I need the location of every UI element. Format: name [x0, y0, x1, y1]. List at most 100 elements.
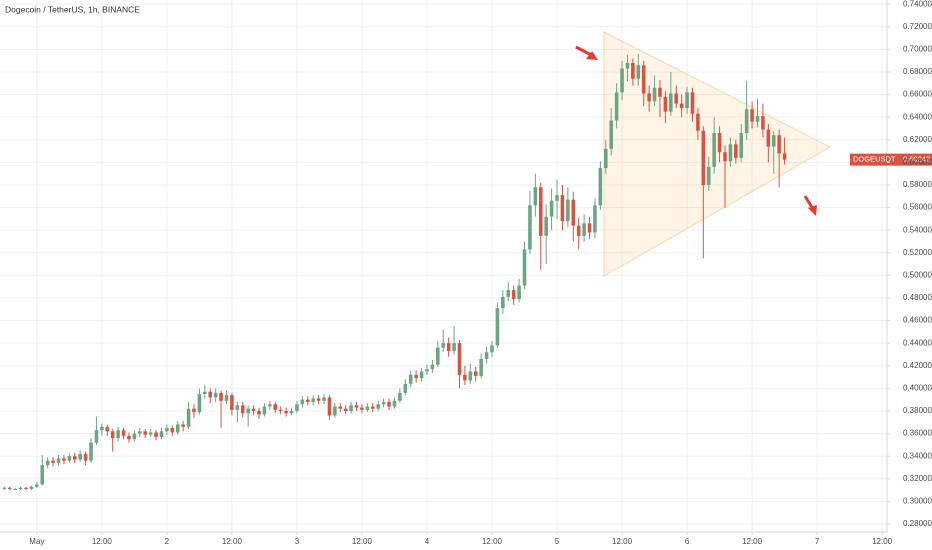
- candle-body: [78, 453, 82, 460]
- candle-body: [7, 487, 12, 489]
- candle-body: [690, 92, 695, 114]
- candle-body: [322, 397, 326, 401]
- candle-body: [284, 410, 288, 414]
- x-tick-label: 12:00: [92, 537, 113, 546]
- candle-body: [425, 369, 429, 372]
- candle-body: [560, 195, 565, 222]
- grid: [0, 0, 887, 532]
- y-tick-label: 0.70000: [903, 44, 932, 53]
- candle-body: [712, 133, 716, 167]
- candle-body: [116, 430, 120, 439]
- candle-body: [674, 93, 679, 104]
- candle-body: [56, 458, 61, 463]
- candle-body: [609, 120, 613, 149]
- y-tick-label: 0.62000: [903, 135, 932, 144]
- y-tick-label: 0.44000: [903, 338, 932, 347]
- y-tick-label: 0.50000: [903, 270, 932, 279]
- candle-body: [761, 116, 765, 130]
- candle-body: [181, 424, 185, 427]
- candle-body: [40, 465, 45, 485]
- candle-body: [506, 290, 511, 297]
- candle-body: [72, 456, 77, 460]
- candle-body: [327, 397, 332, 416]
- candle-body: [587, 223, 592, 233]
- candle-body: [208, 391, 213, 398]
- x-tick-label: May: [29, 537, 44, 546]
- candle-body: [219, 392, 223, 401]
- candle-body: [696, 113, 700, 131]
- candle-body: [143, 431, 148, 435]
- candle-body: [755, 116, 760, 122]
- candles: [2, 53, 787, 491]
- y-tick-label: 0.46000: [903, 316, 932, 325]
- candle-body: [517, 285, 521, 300]
- candle-body: [652, 87, 657, 102]
- candle-body: [360, 407, 364, 410]
- candle-body: [490, 345, 494, 353]
- candle-body: [441, 343, 446, 348]
- candle-body: [94, 430, 99, 443]
- candle-body: [436, 347, 440, 365]
- price-tag-value: 0.60242: [903, 155, 930, 164]
- candle-body: [549, 200, 554, 217]
- candle-body: [186, 408, 191, 427]
- x-tick-label: 12:00: [612, 537, 633, 546]
- candle-body: [576, 225, 581, 236]
- y-tick-label: 0.72000: [903, 22, 932, 31]
- candle-body: [295, 404, 299, 411]
- candle-body: [376, 404, 380, 409]
- x-tick-label: 12:00: [352, 537, 373, 546]
- y-tick-label: 0.48000: [903, 293, 932, 302]
- candle-body: [148, 432, 153, 435]
- y-tick-label: 0.54000: [903, 225, 932, 234]
- candle-body: [766, 129, 771, 147]
- candle-body: [192, 408, 196, 413]
- candle-body: [598, 168, 603, 206]
- price-tag-symbol: DOGEUSDT: [853, 155, 896, 164]
- candle-body: [365, 406, 370, 410]
- candle-body: [127, 435, 131, 440]
- candle-body: [479, 358, 483, 376]
- candle-body: [593, 205, 597, 233]
- x-tick-label: 12:00: [482, 537, 503, 546]
- candle-body: [67, 456, 72, 461]
- candle-body: [717, 133, 722, 153]
- candle-body: [566, 199, 570, 222]
- candle-body: [240, 405, 245, 414]
- candle-body: [268, 404, 272, 407]
- candle-body: [154, 432, 158, 437]
- x-tick-label: 7: [815, 537, 820, 546]
- candle-body: [2, 487, 7, 489]
- candle-body: [658, 87, 662, 97]
- candle-body: [403, 383, 408, 393]
- candle-body: [51, 460, 55, 463]
- candle-body: [679, 103, 684, 109]
- candle-body: [213, 392, 218, 398]
- candle-body: [278, 409, 283, 411]
- candle-body: [538, 187, 543, 236]
- candle-body: [273, 404, 278, 410]
- candle-body: [338, 406, 343, 409]
- y-tick-label: 0.64000: [903, 112, 932, 121]
- candle-body: [544, 216, 548, 236]
- y-tick-label: 0.56000: [903, 203, 932, 212]
- candle-body: [262, 406, 267, 415]
- candle-body: [24, 487, 28, 489]
- candle-body: [777, 135, 781, 154]
- candle-body: [750, 109, 754, 122]
- y-tick-label: 0.38000: [903, 406, 932, 415]
- y-tick-label: 0.66000: [903, 90, 932, 99]
- x-tick-label: 6: [685, 537, 690, 546]
- candle-body: [110, 431, 115, 439]
- y-tick-label: 0.28000: [903, 519, 932, 528]
- y-tick-label: 0.42000: [903, 361, 932, 370]
- candle-body: [430, 364, 435, 370]
- candle-body: [501, 296, 505, 309]
- candle-body: [121, 430, 126, 436]
- x-tick-label: 5: [555, 537, 560, 546]
- candle-body: [533, 187, 538, 206]
- candle-body: [620, 68, 624, 93]
- candle-body: [246, 408, 250, 414]
- candle-body: [305, 399, 310, 402]
- candle-body: [739, 133, 744, 158]
